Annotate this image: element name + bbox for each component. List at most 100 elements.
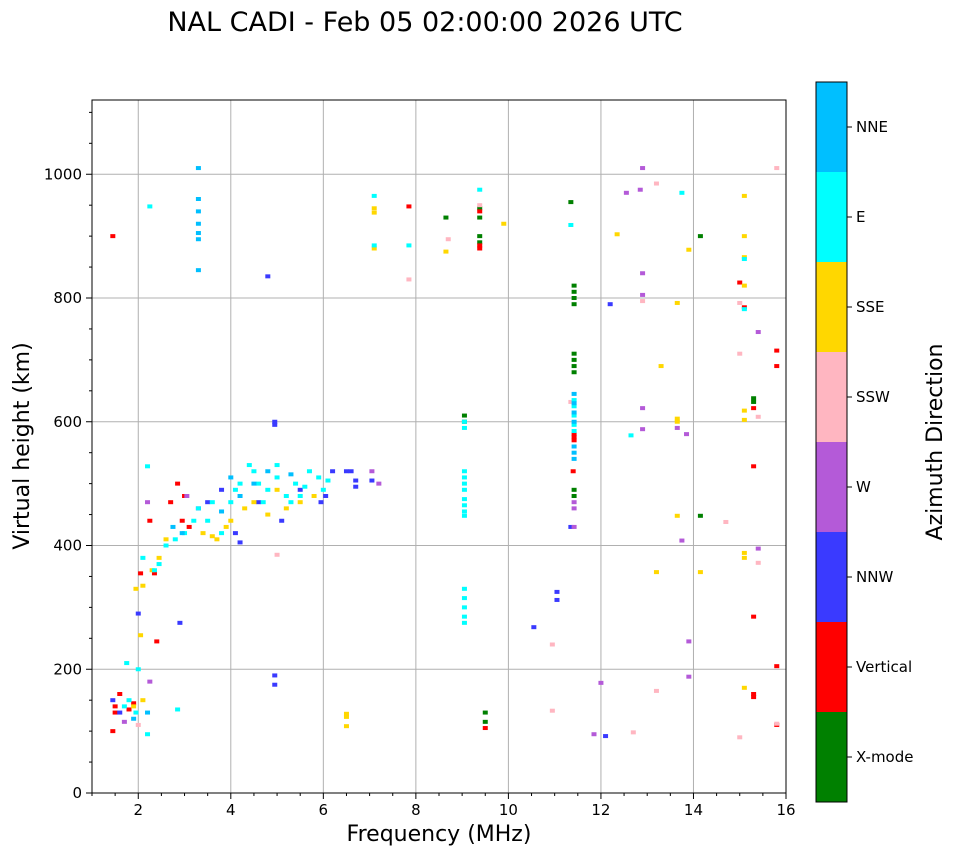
echo-point-sse (674, 513, 680, 518)
echo-point-nne (179, 531, 185, 536)
echo-point-e (163, 543, 169, 548)
echo-point-nne (195, 268, 201, 273)
echo-point-sse (371, 206, 377, 211)
echo-point-x-mode (751, 396, 757, 401)
echo-point-sse (674, 416, 680, 421)
echo-point-e (145, 464, 151, 469)
echo-point-w (755, 546, 761, 551)
echo-point-vertical (774, 348, 780, 353)
echo-point-nnw (272, 673, 278, 678)
echo-point-nne (131, 716, 137, 721)
echo-point-w (145, 500, 151, 505)
echo-point-ssw (723, 519, 729, 524)
echo-point-vertical (751, 695, 757, 700)
echo-point-e (151, 568, 157, 573)
echo-point-ssw (406, 277, 412, 282)
echo-point-nnw (272, 419, 278, 424)
echo-point-e (283, 494, 289, 498)
echo-point-e (628, 433, 634, 438)
echo-point-x-mode (571, 494, 577, 498)
echo-point-sse (741, 555, 747, 560)
echo-point-sse (501, 221, 507, 226)
echo-point-e (175, 707, 181, 712)
echo-point-e (274, 463, 280, 468)
echo-point-nnw (117, 710, 123, 715)
echo-point-w (640, 292, 646, 297)
echo-point-sse (274, 487, 280, 492)
echo-point-nne (228, 475, 234, 480)
echo-point-e (209, 500, 215, 505)
data-points (110, 166, 780, 740)
echo-point-sse (251, 500, 257, 505)
echo-point-ssw (630, 730, 636, 735)
echo-point-e (260, 500, 266, 505)
x-tick-label: 6 (319, 801, 329, 819)
echo-point-x-mode (697, 234, 703, 239)
echo-point-e (316, 475, 322, 480)
echo-point-sse (686, 247, 692, 252)
colorbar-segment (816, 262, 847, 352)
echo-point-sse (697, 570, 703, 575)
colorbar-tick-label: Vertical (856, 658, 912, 676)
echo-point-x-mode (751, 399, 757, 404)
echo-point-sse (228, 518, 234, 523)
echo-point-nnw (272, 682, 278, 687)
y-tick-label: 0 (72, 784, 82, 802)
echo-point-x-mode (571, 370, 577, 375)
echo-point-ssw (135, 722, 141, 727)
echo-point-sse (674, 419, 680, 424)
echo-point-w (571, 524, 577, 529)
echo-point-w (637, 187, 643, 192)
echo-point-vertical (774, 664, 780, 669)
echo-point-sse (741, 193, 747, 198)
echo-point-sse (223, 524, 229, 529)
echo-point-nne (219, 509, 225, 514)
colorbar-segment (816, 172, 847, 262)
echo-point-ssw (737, 735, 743, 740)
echo-point-nnw (348, 469, 354, 474)
echo-point-e (293, 481, 299, 486)
echo-point-e (325, 478, 331, 483)
echo-point-e (121, 704, 127, 709)
echo-point-nne (251, 481, 257, 486)
echo-point-e (461, 605, 467, 610)
echo-point-ssw (568, 399, 574, 404)
echo-point-e (571, 404, 577, 409)
echo-point-nne (571, 410, 577, 415)
y-tick-label: 800 (53, 289, 82, 307)
echo-point-nne (571, 391, 577, 396)
echo-point-e (126, 698, 132, 703)
echo-point-e (461, 487, 467, 492)
echo-point-nne (195, 221, 201, 226)
echo-point-vertical (175, 481, 181, 486)
echo-point-sse (741, 685, 747, 690)
echo-point-x-mode (568, 200, 574, 205)
echo-point-vertical (110, 729, 116, 734)
echo-point-x-mode (697, 513, 703, 518)
echo-point-x-mode (571, 487, 577, 492)
echo-point-nnw (318, 500, 324, 505)
x-tick-label: 12 (591, 801, 610, 819)
echo-point-vertical (477, 243, 483, 248)
colorbar-tick-label: SSE (856, 298, 885, 316)
echo-point-e (232, 487, 238, 492)
echo-point-sse (674, 300, 680, 305)
echo-point-e (256, 481, 262, 486)
echo-point-x-mode (571, 364, 577, 369)
echo-point-nnw (607, 302, 613, 307)
echo-point-e (133, 710, 139, 715)
colorbar-segment (816, 352, 847, 442)
echo-point-nne (265, 469, 271, 474)
echo-point-nne (195, 197, 201, 201)
echo-point-e (288, 500, 294, 505)
echo-point-nnw (369, 478, 375, 483)
echo-point-x-mode (482, 710, 488, 715)
echo-point-x-mode (461, 413, 467, 418)
echo-point-ssw (640, 299, 646, 304)
echo-point-e (461, 614, 467, 619)
echo-point-e (195, 506, 201, 511)
echo-point-nnw (219, 487, 225, 492)
echo-point-sse (283, 506, 289, 511)
echo-point-vertical (477, 246, 483, 251)
echo-point-nne (195, 237, 201, 242)
